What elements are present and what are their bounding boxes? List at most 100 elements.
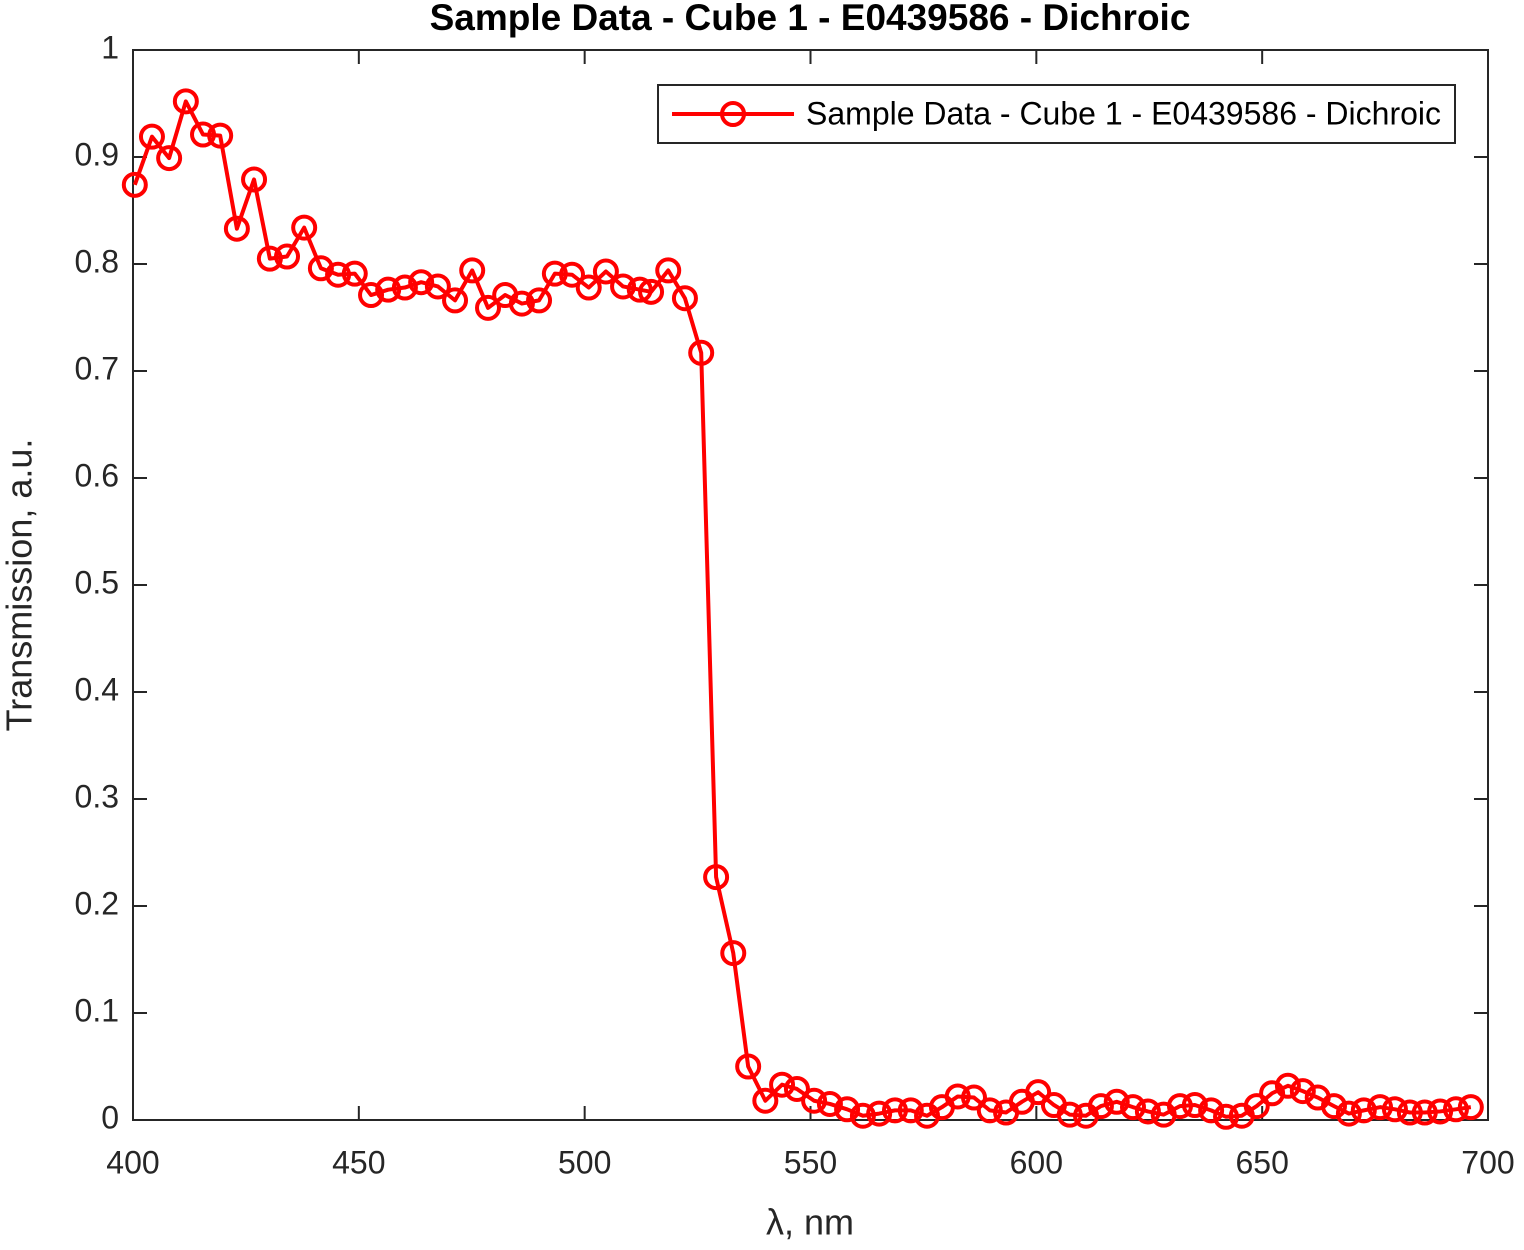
data-marker [1350,1097,1377,1124]
data-marker [1335,1100,1362,1127]
data-marker [575,274,602,301]
data-marker [223,215,250,242]
data-marker [207,122,234,149]
data-marker [1198,1097,1225,1124]
x-tick-label: 450 [332,1144,385,1180]
data-marker [1181,1092,1208,1119]
data-marker [655,257,682,284]
data-marker [638,278,665,305]
data-marker [424,273,451,300]
y-tick-label: 0.7 [75,350,119,386]
x-tick-label: 400 [106,1144,159,1180]
data-marker [1411,1099,1438,1126]
data-marker [1427,1098,1454,1125]
data-marker [610,273,637,300]
data-marker [375,276,402,303]
x-tick-label: 500 [558,1144,611,1180]
data-marker [291,214,318,241]
plot-frame [132,49,1489,1121]
data-marker [1457,1094,1484,1121]
data-marker [358,282,385,309]
x-axis-label: λ, nm [766,1202,854,1243]
y-axis-label: Transmission, a.u. [0,439,40,732]
data-marker [735,1053,762,1080]
data-marker [1367,1094,1394,1121]
data-marker [1087,1093,1114,1120]
data-marker [256,245,283,272]
chart-title: Sample Data - Cube 1 - E0439586 - Dichro… [430,0,1191,38]
data-marker [801,1087,828,1114]
data-marker [1103,1088,1130,1115]
data-marker [508,290,535,317]
x-tick-label: 600 [1010,1144,1063,1180]
legend-marker [720,101,747,127]
data-marker [897,1097,924,1124]
legend: Sample Data - Cube 1 - E0439586 - Dichro… [657,84,1456,144]
data-marker [1442,1096,1469,1123]
data-marker [1320,1093,1347,1120]
data-marker [834,1096,861,1123]
data-marker [671,285,698,312]
data-marker [459,257,486,284]
y-tick-label: 0.3 [75,778,119,814]
data-marker [442,287,469,314]
data-marker [121,171,148,198]
y-tick-label: 0.8 [75,243,119,279]
data-marker [881,1097,908,1124]
data-marker [341,260,368,287]
data-marker [541,260,568,287]
x-tick-label: 700 [1461,1144,1514,1180]
data-marker [1213,1103,1240,1130]
data-marker [626,276,653,303]
data-marker [849,1102,876,1129]
data-marker [526,287,553,314]
y-tick-label: 0.2 [75,885,119,921]
data-marker [391,274,418,301]
data-marker [138,123,165,150]
data-marker [190,121,217,148]
data-marker [559,261,586,288]
data-marker [1166,1093,1193,1120]
data-marker [1289,1078,1316,1105]
data-marker [408,269,435,296]
data-marker [475,294,502,321]
data-marker [1243,1093,1270,1120]
data-marker [172,88,199,115]
data-marker [1119,1094,1146,1121]
data-marker [156,145,183,172]
data-marker [1381,1096,1408,1123]
data-marker [720,940,747,967]
data-line [132,99,1472,1119]
data-marker [274,243,301,270]
y-tick-label: 1 [101,29,119,65]
data-marker [783,1075,810,1102]
y-tick-label: 0.9 [75,136,119,172]
x-tick-label: 650 [1235,1144,1288,1180]
data-marker [1134,1098,1161,1125]
data-marker [866,1100,893,1127]
data-marker [1025,1079,1052,1106]
data-marker [961,1084,988,1111]
data-marker [703,864,730,891]
y-tick-label: 0 [101,1099,119,1135]
data-marker [1259,1080,1286,1107]
y-tick-label: 0.5 [75,564,119,600]
data-marker [1274,1072,1301,1099]
data-marker [769,1071,796,1098]
data-marker [752,1087,779,1114]
x-tick-label: 550 [784,1144,837,1180]
data-marker [976,1097,1003,1124]
legend-label: Sample Data - Cube 1 - E0439586 - Dichro… [806,95,1441,131]
y-tick-label: 0.4 [75,671,119,707]
data-marker [688,339,715,366]
data-marker [1056,1101,1083,1128]
data-marker [1396,1099,1423,1126]
y-tick-label: 0.1 [75,992,119,1028]
y-tick-label: 0.6 [75,457,119,493]
data-marker [325,261,352,288]
data-marker [592,258,619,285]
data-marker [241,166,268,193]
data-marker [944,1083,971,1110]
data-marker [816,1090,843,1117]
